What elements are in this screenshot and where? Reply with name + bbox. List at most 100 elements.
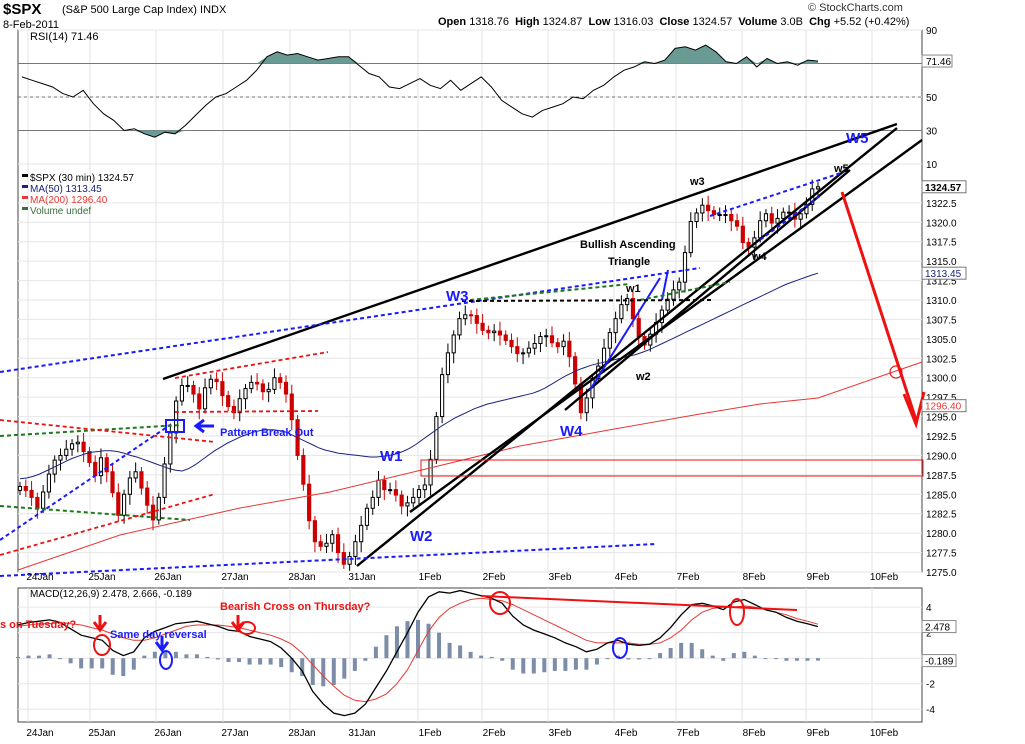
x-tick-label: 9Feb — [807, 572, 830, 583]
high-value: 1324.87 — [542, 16, 583, 28]
price-panel-frame — [17, 163, 923, 573]
price-candle — [677, 281, 682, 291]
wave-w5-label: w5 — [833, 163, 849, 175]
red-down-arrow-thursday — [230, 615, 246, 633]
macd-histogram-bar — [216, 658, 220, 660]
price-candle — [41, 491, 46, 509]
price-legend-swatch — [22, 185, 28, 188]
ticker-name: (S&P 500 Large Cap Index) INDX — [62, 4, 226, 16]
price-candle — [231, 405, 237, 414]
macd-histogram-bar — [805, 658, 810, 661]
ohlc-summary: Open 1318.76 High 1324.87 Low 1316.03 Cl… — [438, 16, 909, 28]
macd-line — [17, 589, 819, 717]
macd-histogram-bar — [373, 646, 378, 659]
x-tick-label: 28Jan — [288, 572, 315, 583]
price-tick-label: 1312.5 — [926, 277, 957, 288]
price-candle — [636, 318, 641, 338]
open-label: Open — [438, 16, 467, 28]
price-candle — [266, 388, 271, 393]
macd-histogram-bar — [258, 658, 263, 665]
price-candle — [69, 443, 75, 450]
macd-histogram-bar — [658, 653, 663, 659]
macd-histogram-bar — [321, 658, 326, 687]
price-candle — [347, 555, 352, 565]
macd-histogram-bar — [194, 654, 199, 659]
macd-histogram-bar — [458, 645, 463, 659]
x-tick-label: 27Jan — [221, 728, 248, 739]
close-label: Close — [659, 16, 690, 28]
rsi-line — [21, 44, 819, 138]
breakout-box — [165, 419, 185, 433]
macd-histogram-bar — [742, 651, 747, 659]
ma200-line — [17, 361, 923, 571]
price-tick-label: 1295.0 — [926, 413, 957, 424]
price-candle — [145, 487, 150, 506]
macd-histogram-bar — [384, 635, 389, 659]
triangle-label: Triangle — [608, 256, 650, 268]
macd-last-value: 2.478 — [925, 623, 950, 634]
ticker-symbol: $SPX — [3, 1, 42, 18]
high-label: High — [515, 16, 540, 28]
green-dashed-mid — [469, 283, 631, 301]
macd-histogram-bar — [510, 658, 515, 670]
macd-histogram-bar — [121, 658, 126, 677]
price-candle — [214, 378, 219, 383]
price-legend-item: MA(200) 1296.40 — [30, 195, 108, 206]
price-candle — [486, 329, 491, 334]
price-candle — [786, 211, 792, 214]
price-candle — [46, 473, 52, 493]
x-tick-label: 3Feb — [549, 728, 572, 739]
price-candle — [243, 388, 248, 400]
price-candle — [682, 252, 688, 283]
x-tick-label: 3Feb — [549, 572, 572, 583]
macd-histogram-bar — [279, 658, 284, 668]
ma50-line — [19, 272, 819, 480]
price-candle — [104, 457, 109, 473]
copyright-link[interactable]: © StockCharts.com — [808, 2, 903, 14]
price-candle — [116, 492, 121, 516]
price-tick-label: 1277.5 — [926, 549, 957, 560]
price-candle — [75, 441, 80, 445]
macd-tick-label: -4 — [926, 705, 935, 716]
price-candle — [226, 395, 231, 407]
price-candle — [127, 477, 132, 495]
macd-last-value: -0.189 — [925, 657, 954, 668]
price-candle — [98, 457, 104, 477]
price-candle — [202, 387, 208, 410]
macd-histogram-bar — [763, 658, 768, 660]
macd-histogram-bar — [784, 658, 789, 661]
macd-cross-circle — [729, 598, 745, 626]
macd-histogram-bar — [489, 656, 494, 659]
macd-histogram-bar — [352, 658, 357, 671]
price-legend-swatch — [22, 207, 28, 210]
macd-tick-label: 4 — [926, 603, 932, 614]
price-candle — [208, 378, 213, 389]
price-tick-label: 1280.0 — [926, 529, 957, 540]
price-candle — [197, 393, 202, 410]
price-candle — [272, 377, 277, 390]
price-candle — [87, 451, 92, 463]
macd-histogram-bar — [247, 658, 252, 665]
blue-dashed-w4 — [759, 195, 821, 241]
macd-histogram-bar — [605, 658, 610, 660]
open-value: 1318.76 — [469, 16, 509, 28]
price-candle — [532, 343, 537, 349]
price-candle — [630, 297, 636, 320]
macd-histogram-bar — [152, 651, 157, 659]
macd-histogram-bar — [700, 649, 705, 659]
price-candle — [492, 330, 497, 334]
cross-tuesday-label: s on Tuesday? — [0, 619, 76, 631]
price-candle — [174, 400, 179, 434]
price-candle — [781, 211, 786, 219]
macd-histogram-bar — [531, 658, 536, 674]
price-candle — [694, 212, 699, 223]
macd-histogram-bar — [626, 658, 631, 660]
price-candle — [555, 342, 560, 348]
price-candle — [584, 397, 589, 414]
price-candle — [278, 377, 283, 383]
price-tick-label: 1302.5 — [926, 354, 957, 365]
macd-histogram-bar — [584, 658, 589, 670]
price-tick-label: 1282.5 — [926, 510, 957, 521]
blue-dashed-upper — [0, 267, 701, 373]
macd-histogram-bar — [342, 658, 347, 679]
